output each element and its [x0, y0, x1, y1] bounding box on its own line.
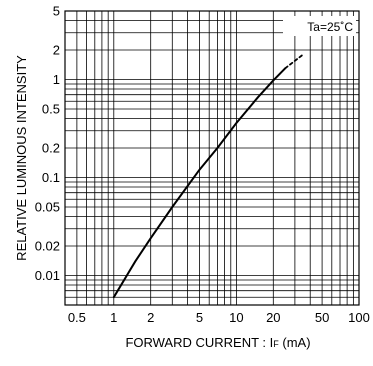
tick-labels: 0.5 1 2 5 10 20 50 100 0.01 0.02 0.05 0.1 0.2 0.5 1 2 5 — [35, 4, 370, 326]
annotation-box — [283, 16, 356, 36]
series-line — [112, 67, 287, 299]
x-tick-label: 1 — [110, 310, 117, 325]
y-tick-label: 0.02 — [35, 238, 60, 253]
plot-frame — [64, 10, 360, 306]
x-axis-title: FORWARD CURRENT : IF (mA) — [125, 335, 310, 350]
x-axis-title-subscript: F — [273, 339, 279, 349]
y-tick-label: 0.01 — [35, 268, 60, 283]
x-tick-label: 5 — [196, 310, 203, 325]
x-axis-title-unit: (mA) — [279, 335, 311, 350]
y-tick-label: 0.2 — [42, 140, 60, 155]
y-axis-title: RELATIVE LUMINOUS INTENSITY — [14, 55, 29, 261]
x-tick-label: 2 — [147, 310, 154, 325]
y-tick-label: 0.05 — [35, 200, 60, 215]
y-tick-label: 1 — [53, 72, 60, 87]
y-tick-label: 5 — [53, 4, 60, 19]
temperature-annotation: Ta=25˚C — [307, 20, 353, 34]
x-tick-label: 0.5 — [68, 310, 86, 325]
series-lines — [112, 53, 305, 299]
x-axis-title-main: FORWARD CURRENT : I — [125, 335, 273, 350]
grid-lines — [64, 10, 359, 306]
y-tick-label: 0.5 — [42, 102, 60, 117]
y-tick-label: 2 — [53, 42, 60, 57]
x-tick-label: 100 — [348, 310, 370, 325]
series-line-extrapolated — [284, 53, 305, 70]
y-tick-label: 0.1 — [42, 170, 60, 185]
x-tick-label: 50 — [315, 310, 329, 325]
x-tick-label: 10 — [229, 310, 243, 325]
x-tick-label: 20 — [266, 310, 280, 325]
